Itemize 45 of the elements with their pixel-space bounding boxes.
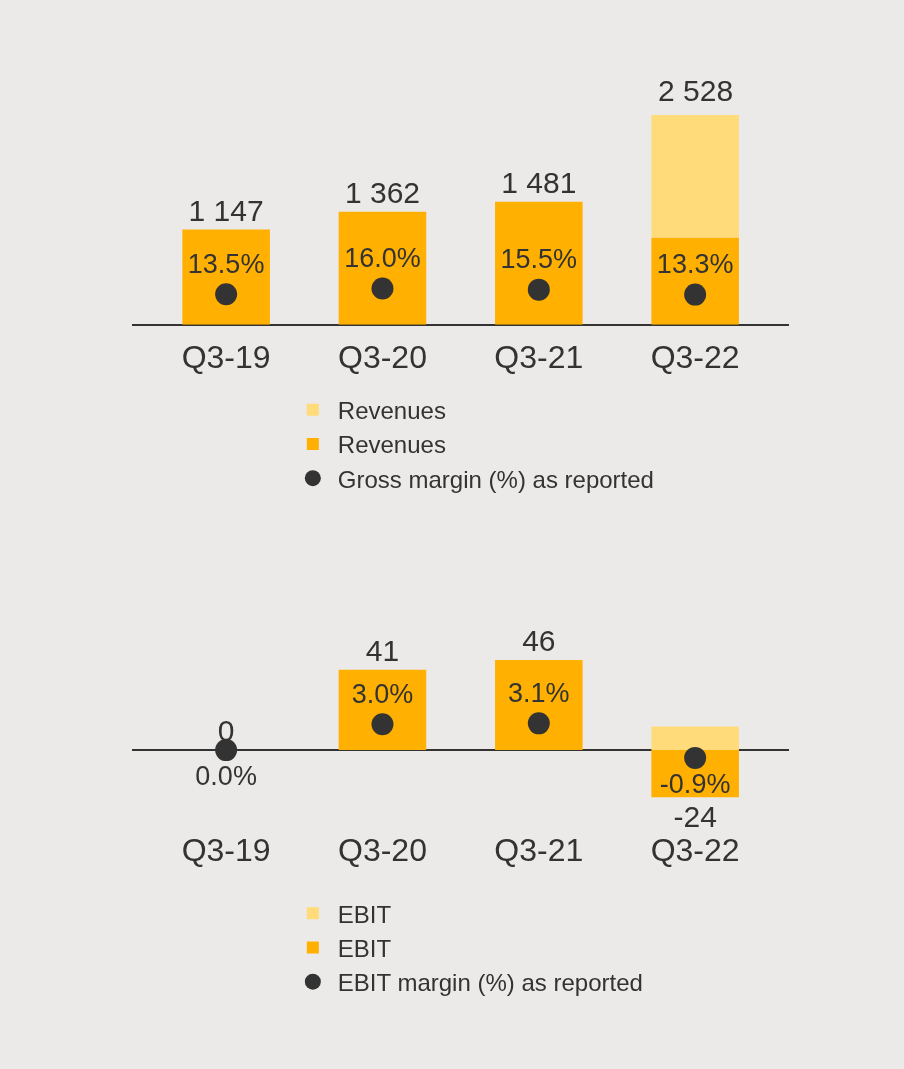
data-label: -24 xyxy=(673,800,717,834)
data-label: 1 481 xyxy=(501,165,577,199)
data-label: -0.9% xyxy=(659,768,731,799)
point xyxy=(371,277,394,300)
data-label: 41 xyxy=(365,633,400,667)
x-tick-label: Q3-22 xyxy=(650,831,740,868)
data-label: 46 xyxy=(522,623,556,657)
x-tick-label: Q3-19 xyxy=(181,831,271,868)
x-tick-label: Q3-21 xyxy=(494,831,584,868)
legend-label: EBIT xyxy=(337,900,392,928)
data-label: 13.5% xyxy=(187,248,265,279)
point xyxy=(215,739,238,762)
x-tick-label: Q3-19 xyxy=(181,338,271,375)
point xyxy=(371,713,394,736)
bar xyxy=(651,237,739,325)
bar xyxy=(495,201,583,325)
point xyxy=(527,712,550,735)
data-label: 15.5% xyxy=(500,244,578,275)
bar xyxy=(338,669,427,751)
bar xyxy=(495,659,583,751)
point xyxy=(684,283,707,306)
data-label: 3.1% xyxy=(508,677,570,708)
legend-label: EBIT margin (%) as reported xyxy=(337,969,643,997)
bar xyxy=(182,229,270,325)
data-label: 0.0% xyxy=(195,761,257,792)
bar xyxy=(338,211,427,325)
data-label: 16.0% xyxy=(344,243,421,274)
x-tick-label: Q3-21 xyxy=(494,338,584,375)
data-label: 1 147 xyxy=(188,193,264,227)
legend-label: Gross margin (%) as reported xyxy=(337,465,654,493)
legend-label: Revenues xyxy=(337,431,446,459)
x-tick-label: Q3-22 xyxy=(650,338,740,375)
data-label: 3.0% xyxy=(351,678,414,709)
legend-label: Revenues xyxy=(337,397,446,425)
data-label: 13.3% xyxy=(656,249,734,280)
legend-label: EBIT xyxy=(337,934,392,962)
x-tick-label: Q3-20 xyxy=(338,831,427,868)
point xyxy=(215,283,238,306)
bar xyxy=(651,114,739,238)
x-tick-label: Q3-20 xyxy=(338,338,427,375)
total-label: 2 528 xyxy=(658,74,734,107)
point xyxy=(527,278,550,301)
point xyxy=(684,746,707,769)
data-label: 1 362 xyxy=(344,175,420,209)
bar xyxy=(651,726,739,751)
